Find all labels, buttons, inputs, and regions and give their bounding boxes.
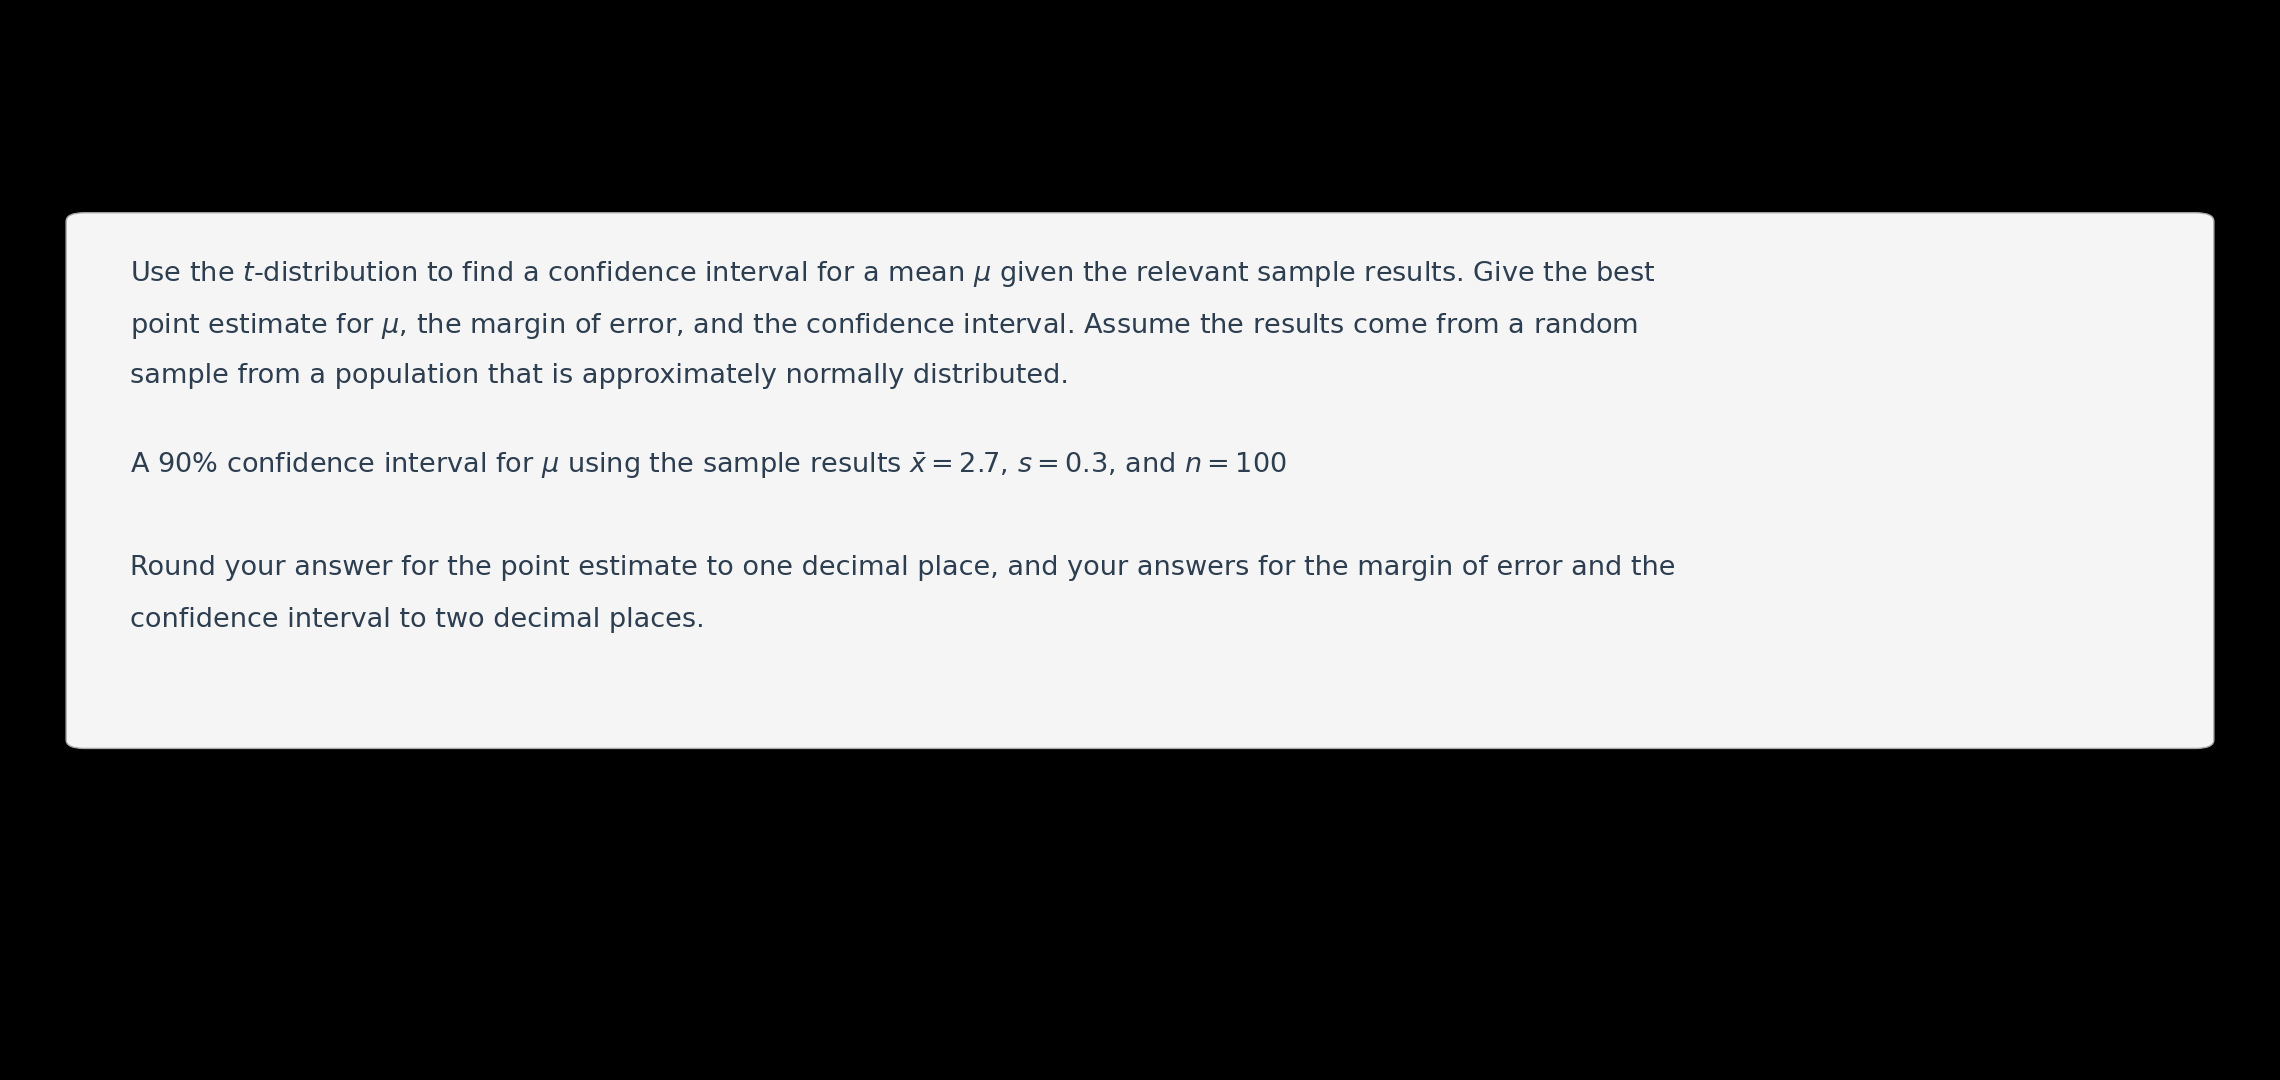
Text: Use the $t$-distribution to find a confidence interval for a mean $\mu$ given th: Use the $t$-distribution to find a confi… (130, 259, 1655, 289)
Text: confidence interval to two decimal places.: confidence interval to two decimal place… (130, 607, 705, 633)
Text: A 90% confidence interval for $\mu$ using the sample results $\bar{x} = 2.7$, $s: A 90% confidence interval for $\mu$ usin… (130, 451, 1286, 482)
Text: sample from a population that is approximately normally distributed.: sample from a population that is approxi… (130, 363, 1069, 389)
Text: Round your answer for the point estimate to one decimal place, and your answers : Round your answer for the point estimate… (130, 555, 1676, 581)
FancyBboxPatch shape (66, 213, 2214, 748)
Text: point estimate for $\mu$, the margin of error, and the confidence interval. Assu: point estimate for $\mu$, the margin of … (130, 311, 1639, 341)
